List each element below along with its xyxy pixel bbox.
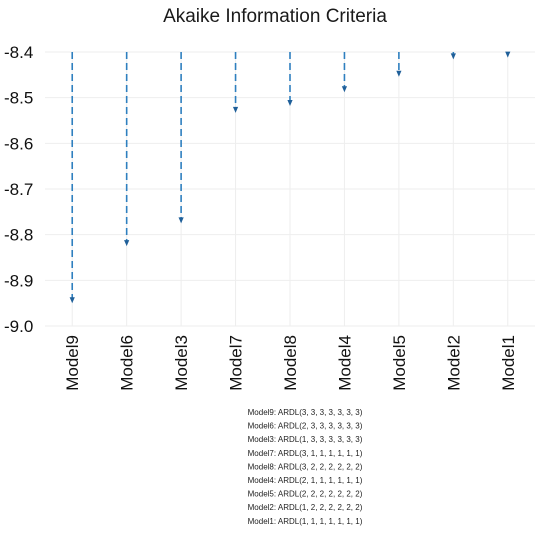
x-tick-label: Model3 [172,335,191,391]
x-tick-label: Model8 [281,335,300,391]
aic-point-marker [232,106,239,113]
y-tick-label: -9.0 [4,317,33,336]
series-aic [69,51,511,304]
model-spec-note: Model7: ARDL(3, 1, 1, 1, 1, 1, 1) [248,449,363,458]
aic-point-marker [341,86,348,93]
y-tick-label: -8.4 [4,43,33,62]
aic-point-marker [505,51,511,58]
x-tick-label: Model1 [499,335,518,391]
chart-title: Akaike Information Criteria [163,6,387,27]
model-spec-note: Model5: ARDL(2, 2, 2, 2, 2, 2, 2) [248,490,363,499]
model-spec-note: Model9: ARDL(3, 3, 3, 3, 3, 3, 3) [248,408,363,417]
y-tick-label: -8.8 [4,226,33,245]
y-tick-label: -8.7 [4,180,33,199]
x-tick-label: Model9 [63,335,82,391]
x-tick-label: Model5 [390,335,409,391]
aic-point-marker [396,70,402,77]
aic-point-marker [450,53,456,60]
y-tick-label: -8.9 [4,271,33,290]
y-tick-label: -8.5 [4,89,33,108]
model-spec-note: Model4: ARDL(2, 1, 1, 1, 1, 1, 1) [248,476,363,485]
aic-point-marker [69,297,75,304]
aic-point-marker [287,99,293,106]
grid-layer [45,51,535,327]
x-axis-ticks: Model9 Model6 Model3 Model7 Model8 Model4 Mode… [63,335,518,391]
x-tick-label: Model4 [335,335,354,391]
model-spec-note: Model8: ARDL(3, 2, 2, 2, 2, 2, 2) [248,462,363,471]
aic-point-marker [124,240,130,247]
model-legend-notes: Model9: ARDL(3, 3, 3, 3, 3, 3, 3) Model6:… [248,408,363,526]
model-spec-note: Model1: ARDL(1, 1, 1, 1, 1, 1, 1) [248,517,363,526]
x-tick-label: Model7 [227,335,246,391]
model-spec-note: Model3: ARDL(1, 3, 3, 3, 3, 3, 3) [248,435,363,444]
model-spec-note: Model2: ARDL(1, 2, 2, 2, 2, 2, 2) [248,503,363,512]
x-tick-label: Model2 [444,335,463,391]
x-tick-label: Model6 [118,335,137,391]
y-tick-label: -8.6 [4,134,33,153]
y-axis-ticks: -8.4 -8.5 -8.6 -8.7 -8.8 -8.9 -9.0 [4,43,33,336]
model-spec-note: Model6: ARDL(2, 3, 3, 3, 3, 3, 3) [248,422,363,431]
aic-point-marker [178,217,184,224]
